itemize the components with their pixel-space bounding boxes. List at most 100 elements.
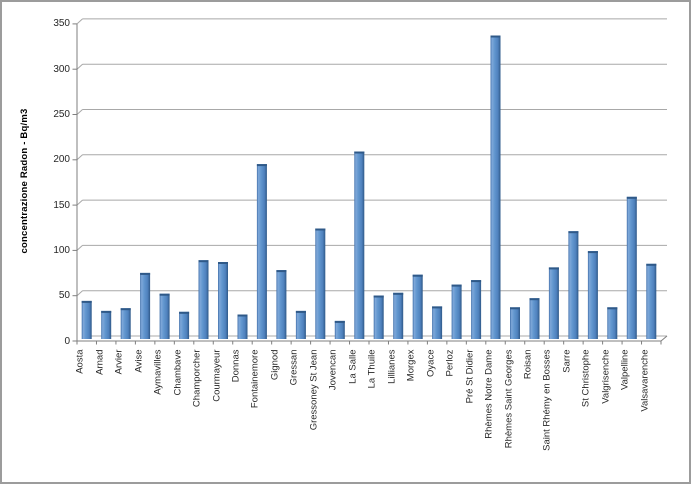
y-tick-label: 50	[58, 290, 70, 302]
bar-top-cap	[198, 260, 209, 263]
bar-top-cap	[490, 35, 501, 38]
bar	[510, 307, 520, 339]
category-label: Arnad	[94, 349, 106, 375]
bar-top-cap	[140, 272, 151, 275]
category-label: Jovencan	[327, 349, 339, 390]
bar-top-cap	[295, 310, 306, 313]
gridlines	[76, 18, 667, 337]
y-axis-title: concentrazione Radon - Bq/m3	[19, 108, 30, 254]
bar	[432, 306, 443, 339]
bar-top-cap	[529, 298, 540, 301]
bar	[471, 280, 482, 339]
bar	[529, 298, 540, 339]
bar-top-cap	[548, 267, 559, 270]
category-label: Roisan	[522, 349, 534, 379]
bar	[334, 320, 345, 339]
category-label: St Christophe	[580, 349, 592, 407]
bar	[179, 311, 190, 339]
bar-top-cap	[159, 293, 170, 296]
bar-top-cap	[373, 295, 384, 298]
bar-top-cap	[218, 262, 228, 264]
bar	[276, 270, 287, 339]
bar-top-cap	[393, 292, 404, 295]
y-tick-label: 100	[53, 244, 70, 256]
category-label: Courmayeur	[211, 349, 222, 402]
category-label: La Salle	[347, 349, 359, 384]
category-label: Gressoney St Jean	[308, 349, 320, 430]
bar-top-cap	[276, 270, 287, 273]
bar	[412, 274, 423, 339]
bar-top-cap	[315, 228, 326, 231]
bar-top-cap	[101, 310, 112, 313]
bar	[256, 164, 267, 339]
bar-top-cap	[120, 308, 131, 311]
bar	[140, 272, 151, 339]
y-tick-label: 200	[53, 154, 70, 166]
bar	[626, 196, 637, 339]
bar-top-cap	[607, 307, 618, 310]
category-label: Fontainemore	[249, 349, 261, 408]
y-tick-label: 300	[53, 63, 70, 75]
gridline-jog	[76, 63, 83, 70]
bar	[218, 262, 228, 339]
category-label: La Thuile	[366, 349, 378, 388]
gridline-jog	[76, 290, 83, 297]
bar-top-cap	[237, 314, 248, 317]
bar	[607, 307, 618, 339]
bar-top-cap	[587, 251, 598, 254]
gridline-jog	[76, 154, 83, 161]
category-label: Sarre	[561, 349, 573, 373]
category-label: Valgrisenche	[600, 349, 612, 404]
category-label: Perloz	[444, 349, 456, 376]
category-label: Rhèmes Notre Dame	[483, 349, 495, 439]
bar-top-cap	[451, 284, 462, 287]
y-tick-label: 350	[53, 18, 70, 30]
bar-top-cap	[81, 300, 92, 303]
bar-top-cap	[568, 231, 579, 234]
category-label: Donnas	[230, 349, 242, 382]
category-label: Chambave	[172, 349, 184, 395]
y-tick-label: 250	[53, 109, 70, 120]
gridline-jog	[76, 199, 83, 206]
category-label: Gignod	[269, 349, 281, 380]
bar-top-cap	[626, 196, 637, 199]
category-label: Morgex	[405, 349, 417, 381]
bar-top-cap	[471, 280, 482, 283]
gridline-jog	[76, 18, 83, 25]
category-label: Saint Rhémy en Bosses	[541, 349, 553, 451]
bar	[393, 292, 404, 339]
category-label: Aosta	[74, 349, 86, 374]
bar	[568, 231, 579, 339]
axes	[72, 23, 668, 345]
bar	[315, 228, 326, 339]
y-tick-label: 150	[53, 199, 70, 211]
bar	[101, 310, 112, 339]
bar	[237, 314, 248, 339]
category-label: Aymavilles	[152, 349, 164, 395]
category-label: Valsavarenche	[639, 349, 651, 412]
bar	[373, 295, 384, 339]
bar	[354, 151, 365, 339]
category-label: Lillianes	[386, 349, 398, 384]
bar-top-cap	[646, 263, 657, 266]
bar-top-cap	[334, 320, 345, 323]
gridline-jog	[76, 109, 83, 115]
bars	[81, 35, 657, 339]
bar	[490, 35, 501, 339]
category-label: Gressan	[288, 349, 300, 385]
category-label: Champorcher	[191, 349, 203, 407]
bar	[120, 308, 131, 339]
gridline-jog	[76, 245, 83, 251]
category-label: Arvier	[113, 349, 125, 374]
category-label: Oyace	[425, 349, 437, 377]
bar-top-cap	[510, 307, 520, 310]
y-tick-label: 0	[64, 335, 70, 347]
category-label: Rhèmes Saint Georges	[503, 349, 514, 448]
category-label: Pré St Didier	[464, 349, 476, 403]
category-label: Avise	[133, 349, 145, 373]
bar-top-cap	[432, 306, 443, 309]
bar-top-cap	[179, 311, 190, 314]
bar	[81, 300, 92, 339]
